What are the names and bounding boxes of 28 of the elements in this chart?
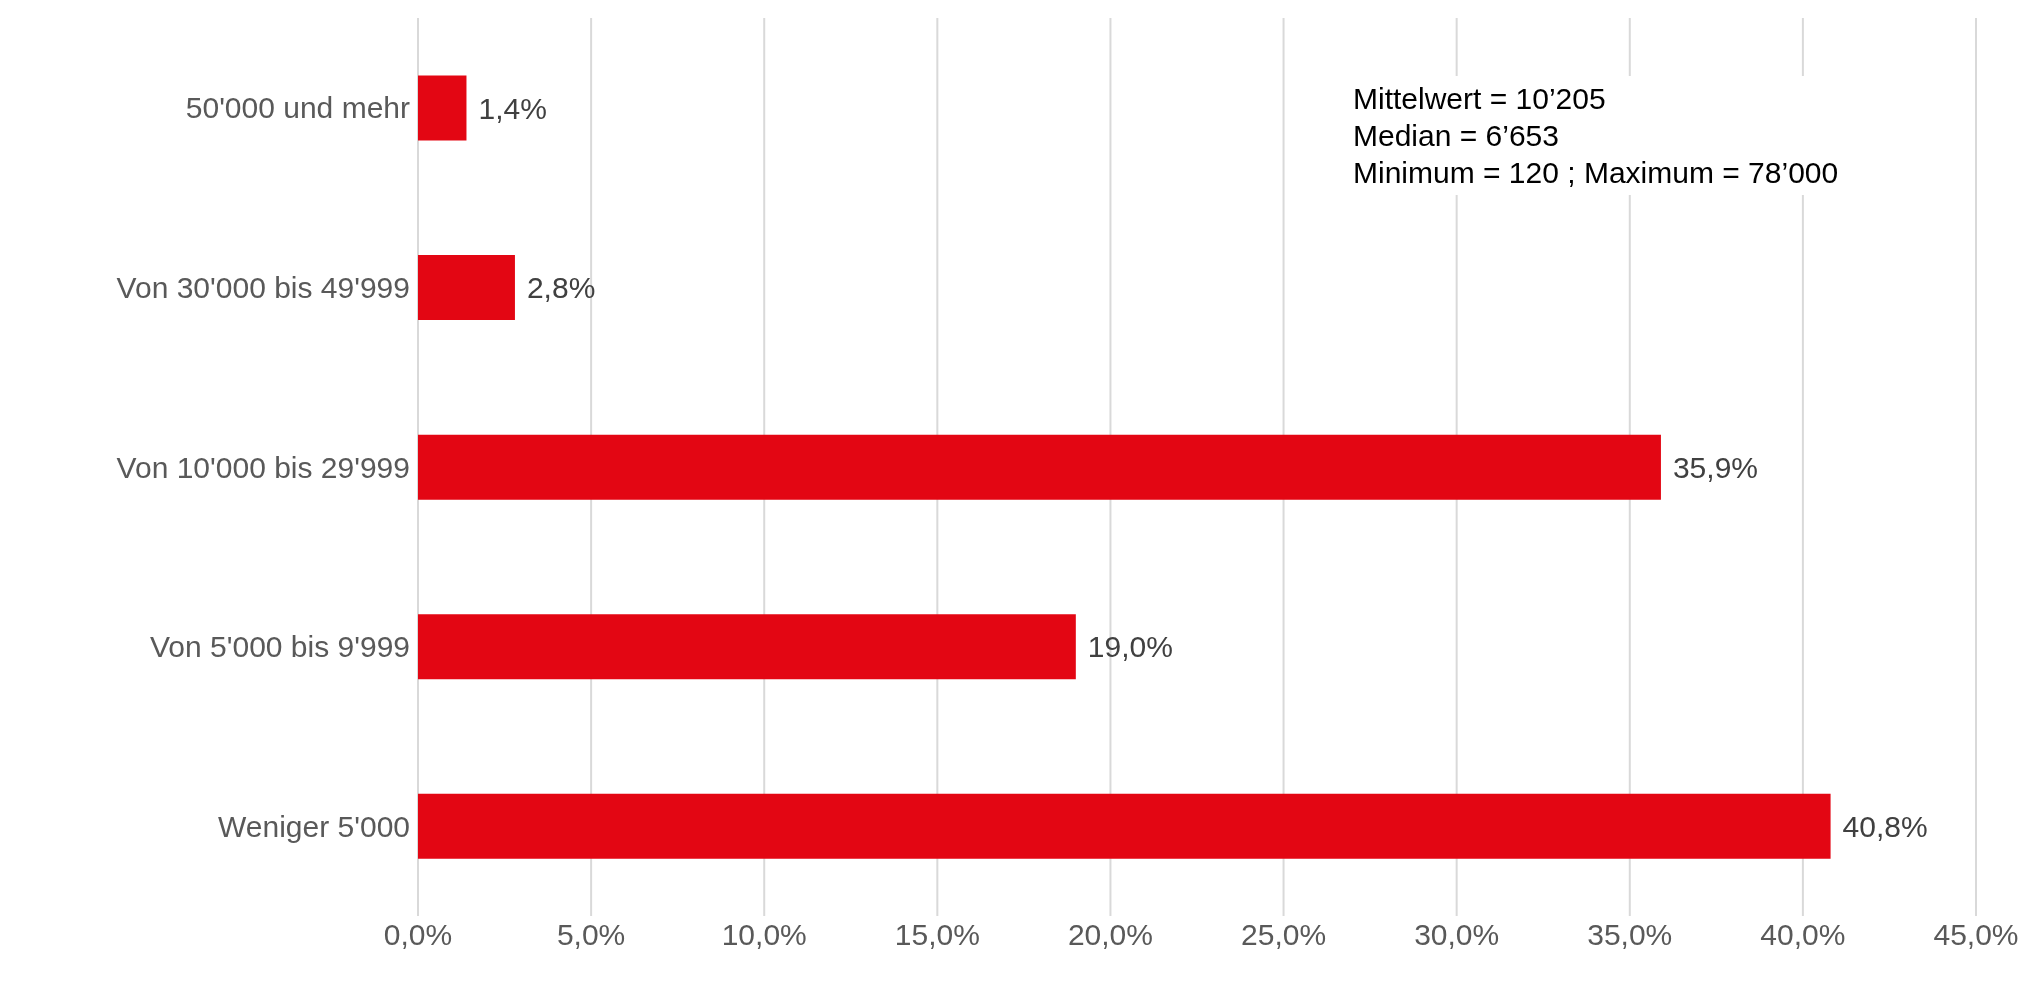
- annotation: Median = 6’653: [1353, 118, 1560, 154]
- bar: [418, 75, 467, 141]
- bar: [418, 255, 515, 321]
- y-tick-label: Von 5'000 bis 9'999: [149, 630, 410, 664]
- bar: [418, 614, 1076, 680]
- y-tick-label: Weniger 5'000: [218, 809, 410, 843]
- x-tick-label: 25,0%: [1241, 918, 1327, 952]
- bar: [418, 793, 1831, 859]
- annotation: Minimum = 120 ; Maximum = 78’000: [1353, 155, 1839, 191]
- data-label: 35,9%: [1672, 450, 1759, 484]
- x-tick-label: 5,0%: [556, 918, 626, 952]
- y-tick-label: Von 10'000 bis 29'999: [116, 450, 410, 484]
- y-tick-label: Von 30'000 bis 49'999: [116, 271, 410, 305]
- data-label: 1,4%: [478, 91, 547, 125]
- x-tick-label: 40,0%: [1760, 918, 1846, 952]
- x-tick-label: 45,0%: [1933, 918, 2019, 952]
- bar: [418, 434, 1661, 500]
- data-label: 40,8%: [1842, 810, 1928, 844]
- x-tick-label: 35,0%: [1587, 918, 1673, 952]
- x-tick-label: 0,0%: [383, 918, 453, 952]
- data-label: 19,0%: [1087, 630, 1173, 664]
- annotation: Mittelwert = 10’205: [1353, 81, 1607, 117]
- x-tick-label: 20,0%: [1067, 918, 1153, 952]
- x-tick-label: 15,0%: [894, 918, 980, 952]
- x-tick-label: 30,0%: [1414, 918, 1500, 952]
- data-label: 2,8%: [526, 271, 596, 305]
- y-tick-label: 50'000 und mehr: [185, 91, 410, 125]
- x-tick-label: 10,0%: [721, 918, 807, 952]
